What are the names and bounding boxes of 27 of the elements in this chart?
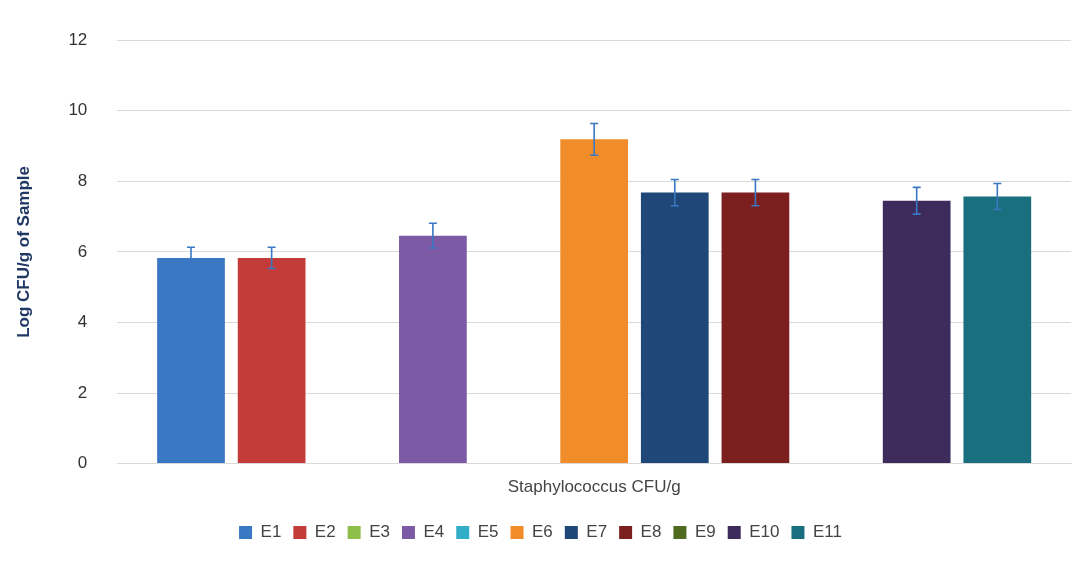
- bar: [721, 192, 790, 464]
- y-axis-title: Log CFU/g of Sample: [13, 165, 33, 338]
- y-tick-label: 8: [77, 171, 88, 191]
- bar: [640, 192, 709, 464]
- legend-label: E4: [423, 522, 445, 542]
- bar: [237, 257, 306, 464]
- legend-label: E6: [532, 522, 553, 542]
- legend-label: E2: [314, 522, 336, 542]
- y-tick-label: 10: [68, 100, 88, 120]
- bar: [560, 139, 629, 464]
- y-tick-label: 6: [77, 241, 88, 261]
- bar: [963, 196, 1032, 464]
- legend-label: E1: [260, 522, 282, 542]
- y-tick-label: 12: [68, 29, 88, 49]
- legend-label: E8: [640, 522, 662, 542]
- legend-label: E7: [586, 522, 608, 542]
- bar: [399, 235, 467, 464]
- bar: [882, 200, 951, 464]
- x-tick-label: Staphylococcus CFU/g: [507, 477, 681, 497]
- y-tick-label: 4: [77, 312, 88, 332]
- legend-label: E5: [477, 522, 499, 542]
- legend-label: E3: [369, 522, 390, 542]
- legend-label: E11: [812, 522, 842, 542]
- legend-label: E10: [749, 522, 780, 542]
- legend-label: E9: [694, 522, 716, 542]
- y-tick-label: 0: [77, 453, 88, 473]
- y-tick-label: 2: [77, 382, 88, 402]
